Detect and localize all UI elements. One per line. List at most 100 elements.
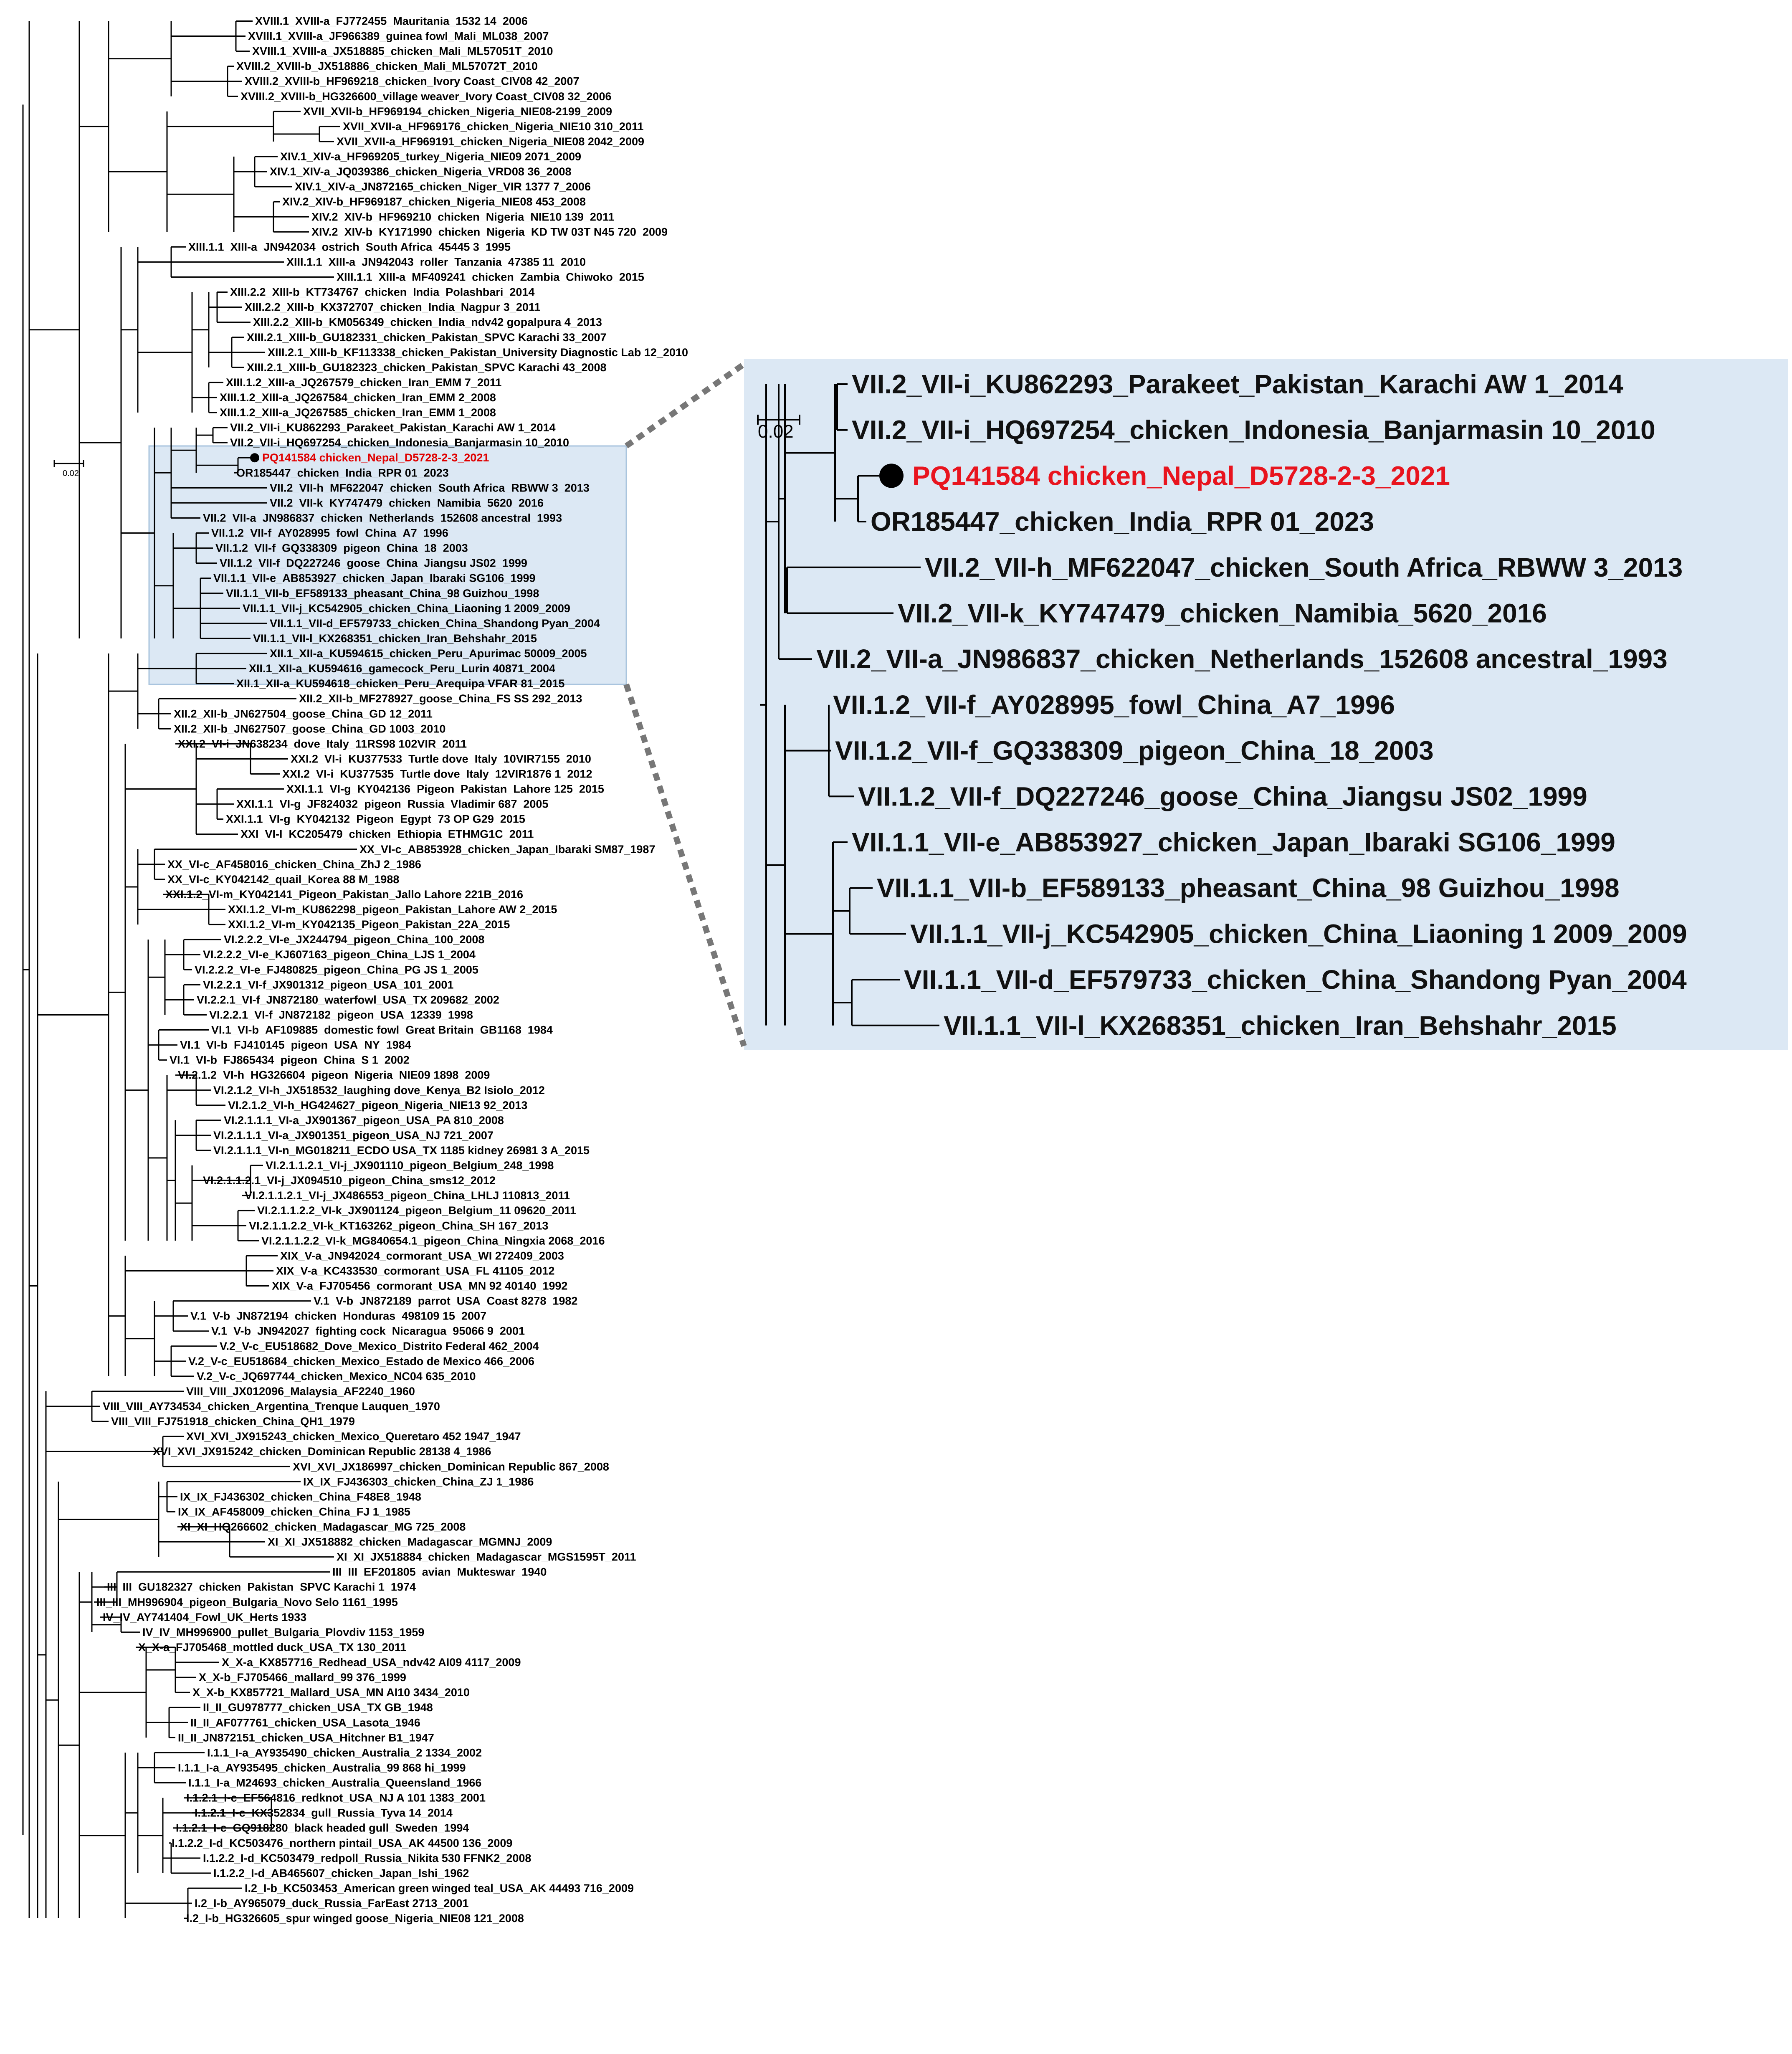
main-leaf-label-vii-2-vii-a-jn986837-chicken-netherlands: VII.2_VII-a_JN986837_chicken_Netherlands… [203,512,562,524]
main-leaf-label-vii-2-vii-h-mf622047-chicken-south-afric: VII.2_VII-h_MF622047_chicken_South Afric… [270,481,590,494]
zoom-leaf-label-or185447-chicken-india-rpr-01-2023: OR185447_chicken_India_RPR 01_2023 [871,507,1374,537]
main-leaf-label-xiv-1-xiv-a-hf969205-turkey-nigeria-nie0: XIV.1_XIV-a_HF969205_turkey_Nigeria_NIE0… [280,150,581,163]
main-leaf-label-xxi-1-1-vi-g-ky042132-pigeon-egypt-73-op: XXI.1.1_VI-g_KY042132_Pigeon_Egypt_73 OP… [226,813,525,826]
main-leaf-label-vii-2-vii-i-ku862293-parakeet-pakistan-k: VII.2_VII-i_KU862293_Parakeet_Pakistan_K… [230,421,556,434]
main-leaf-label-i-1-2-1-i-c-ef564816-redknot-usa-nj-a-10: I.1.2.1_I-c_EF564816_redknot_USA_NJ A 10… [186,1792,486,1804]
main-leaf-label-viii-viii-ay734534-chicken-argentina-tre: VIII_VIII_AY734534_chicken_Argentina_Tre… [103,1400,440,1413]
main-leaf-label-i-2-i-b-hg326605-spur-winged-goose-niger: I.2_I-b_HG326605_spur winged goose_Niger… [186,1912,524,1925]
main-leaf-label-xvii-xvii-a-hf969176-chicken-nigeria-nie: XVII_XVII-a_HF969176_chicken_Nigeria_NIE… [343,120,643,133]
main-leaf-label-or185447-chicken-india-rpr-01-2023: OR185447_chicken_India_RPR 01_2023 [236,466,449,479]
main-leaf-label-vi-2-1-2-vi-h-jx518532-laughing-dove-ken: VI.2.1.2_VI-h_JX518532_laughing dove_Ken… [213,1084,545,1097]
main-leaf-label-xxi-1-2-vi-m-ku862298-pigeon-pakistan-la: XXI.1.2_VI-m_KU862298_pigeon_Pakistan_La… [228,903,557,916]
main-leaf-label-i-1-2-1-i-c-kx352834-gull-russia-tyva-14: I.1.2.1_I-c_KX352834_gull_Russia_Tyva 14… [195,1807,453,1819]
main-leaf-label-vi-2-2-1-vi-f-jx901312-pigeon-usa-101-20: VI.2.2.1_VI-f_JX901312_pigeon_USA_101_20… [203,978,453,991]
main-leaf-label-vii-2-vii-i-hq697254-chicken-indonesia-b: VII.2_VII-i_HQ697254_chicken_Indonesia_B… [230,436,569,449]
main-leaf-label-xviii-1-xviii-a-jf966389-guinea-fowl-mal: XVIII.1_XVIII-a_JF966389_guinea fowl_Mal… [248,30,549,43]
main-scale-bar: 0.02 [53,460,84,478]
main-leaf-label-vii-1-1-vii-e-ab853927-chicken-japan-iba: VII.1.1_VII-e_AB853927_chicken_Japan_Iba… [213,572,536,585]
main-leaf-label-vi-2-1-2-vi-h-hg326604-pigeon-nigeria-ni: VI.2.1.2_VI-h_HG326604_pigeon_Nigeria_NI… [178,1069,490,1081]
zoom-leaf-label-vii-2-vii-i-hq697254-chicken-indonesia-b: VII.2_VII-i_HQ697254_chicken_Indonesia_B… [852,415,1655,445]
main-leaf-label-i-2-i-b-kc503453-american-green-winged-t: I.2_I-b_KC503453_American green winged t… [245,1882,634,1894]
main-leaf-label-xii-2-xii-b-jn627507-goose-china-gd-1003: XII.2_XII-b_JN627507_goose_China_GD 1003… [174,722,445,735]
main-leaf-label-ii-ii-jn872151-chicken-usa-hitchner-b1-1: II_II_JN872151_chicken_USA_Hitchner B1_1… [178,1731,434,1744]
main-leaf-label-xiii-1-2-xiii-a-jq267579-chicken-iran-em: XIII.1.2_XIII-a_JQ267579_chicken_Iran_EM… [226,376,501,389]
main-leaf-label-xiii-1-1-xiii-a-jn942043-roller-tanzania: XIII.1.1_XIII-a_JN942043_roller_Tanzania… [286,256,586,268]
main-leaf-label-xviii-2-xviii-b-hg326600-village-weaver-: XVIII.2_XVIII-b_HG326600_village weaver_… [240,90,612,103]
main-leaf-label-xvii-xvii-a-hf969191-chicken-nigeria-nie: XVII_XVII-a_HF969191_chicken_Nigeria_NIE… [337,135,644,148]
main-leaf-label-xiii-1-2-xiii-a-jq267585-chicken-iran-em: XIII.1.2_XIII-a_JQ267585_chicken_Iran_EM… [220,406,496,419]
main-leaf-label-xiii-2-1-xiii-b-gu182323-chicken-pakista: XIII.2.1_XIII-b_GU182323_chicken_Pakista… [247,361,607,374]
zoom-leaf-label-vii-1-1-vii-j-kc542905-chicken-china-lia: VII.1.1_VII-j_KC542905_chicken_China_Lia… [910,919,1687,949]
main-leaf-label-vii-1-1-vii-j-kc542905-chicken-china-lia: VII.1.1_VII-j_KC542905_chicken_China_Lia… [243,602,570,615]
main-leaf-label-vii-1-1-vii-d-ef579733-chicken-china-sha: VII.1.1_VII-d_EF579733_chicken_China_Sha… [270,617,600,630]
main-leaf-label-i-1-1-i-a-m24693-chicken-australia-queen: I.1.1_I-a_M24693_chicken_Australia_Queen… [188,1777,481,1789]
main-leaf-label-xviii-2-xviii-b-hf969218-chicken-ivory-c: XVIII.2_XVIII-b_HF969218_chicken_Ivory C… [245,75,579,88]
main-leaf-label-xi-xi-jx518884-chicken-madagascar-mgs159: XI_XI_JX518884_chicken_Madagascar_MGS159… [337,1551,636,1563]
zoom-connector-top [625,362,746,448]
main-leaf-label-xvi-xvi-jx186997-chicken-dominican-repub: XVI_XVI_JX186997_chicken_Dominican Repub… [293,1460,609,1473]
main-leaf-label-i-1-1-i-a-ay935495-chicken-australia-99-: I.1.1_I-a_AY935495_chicken_Australia_99 … [178,1761,466,1774]
main-leaf-label-xiv-1-xiv-a-jn872165-chicken-niger-vir-1: XIV.1_XIV-a_JN872165_chicken_Niger_VIR 1… [295,180,591,193]
zoom-leaf-label-vii-2-vii-h-mf622047-chicken-south-afric: VII.2_VII-h_MF622047_chicken_South Afric… [925,552,1683,583]
main-leaf-label-vi-1-vi-b-fj410145-pigeon-usa-ny-1984: VI.1_VI-b_FJ410145_pigeon_USA_NY_1984 [180,1039,411,1051]
main-leaf-label-i-1-2-2-i-d-kc503476-northern-pintail-us: I.1.2.2_I-d_KC503476_northern pintail_US… [172,1837,512,1849]
main-leaf-label-iii-iii-mh996904-pigeon-bulgaria-novo-se: III_III_MH996904_pigeon_Bulgaria_Novo Se… [96,1596,398,1608]
zoom-leaf-label-vii-1-1-vii-l-kx268351-chicken-iran-behs: VII.1.1_VII-l_KX268351_chicken_Iran_Behs… [944,1011,1617,1041]
main-leaf-label-v-1-v-b-jn942027-fighting-cock-nicaragua: V.1_V-b_JN942027_fighting cock_Nicaragua… [211,1325,525,1337]
zoom-leaf-label-vii-1-1-vii-d-ef579733-chicken-china-sha: VII.1.1_VII-d_EF579733_chicken_China_Sha… [904,965,1687,995]
main-leaf-label-vi-2-1-1-2-1-vi-j-jx094510-pigeon-china-: VI.2.1.1.2.1_VI-j_JX094510_pigeon_China_… [203,1174,496,1187]
main-leaf-label-vi-2-1-1-1-vi-a-jx901351-pigeon-usa-nj-7: VI.2.1.1.1_VI-a_JX901351_pigeon_USA_NJ 7… [213,1129,494,1142]
main-leaf-label-ii-ii-af077761-chicken-usa-lasota-1946: II_II_AF077761_chicken_USA_Lasota_1946 [190,1716,420,1729]
main-leaf-label-iv-iv-ay741404-fowl-uk-herts-1933: IV_IV_AY741404_Fowl_UK_Herts 1933 [103,1611,306,1623]
zoom-leaf-label-vii-1-1-vii-b-ef589133-pheasant-china-98: VII.1.1_VII-b_EF589133_pheasant_China_98… [877,873,1620,903]
main-leaf-label-xviii-1-xviii-a-fj772455-mauritania-1532: XVIII.1_XVIII-a_FJ772455_Mauritania_1532… [255,15,528,28]
main-leaf-label-iii-iii-ef201805-avian-mukteswar-1940: III_III_EF201805_avian_Mukteswar_1940 [332,1566,547,1578]
main-leaf-label-vi-2-2-1-vi-f-jn872182-pigeon-usa-12339-: VI.2.2.1_VI-f_JN872182_pigeon_USA_12339_… [209,1008,473,1021]
main-leaf-label-i-1-1-i-a-ay935490-chicken-australia-2-1: I.1.1_I-a_AY935490_chicken_Australia_2 1… [207,1746,482,1759]
main-leaf-label-xxi-1-2-vi-m-ky042135-pigeon-pakistan-22: XXI.1.2_VI-m_KY042135_Pigeon_Pakistan_22… [228,918,510,931]
main-leaf-label-xix-v-a-fj705456-cormorant-usa-mn-92-401: XIX_V-a_FJ705456_cormorant_USA_MN 92 401… [272,1280,567,1292]
main-leaf-label-xiii-2-2-xiii-b-km056349-chicken-india-n: XIII.2.2_XIII-b_KM056349_chicken_India_n… [253,316,602,329]
zoom-scale-label: 0.02 [758,421,794,442]
main-leaf-label-xiv-1-xiv-a-jq039386-chicken-nigeria-vrd: XIV.1_XIV-a_JQ039386_chicken_Nigeria_VRD… [270,165,572,178]
main-leaf-label-xx-vi-c-af458016-chicken-china-zhj-2-198: XX_VI-c_AF458016_chicken_China_ZhJ 2_198… [167,858,421,871]
main-leaf-label-vii-2-vii-k-ky747479-chicken-namibia-562: VII.2_VII-k_KY747479_chicken_Namibia_562… [270,496,544,509]
main-leaf-label-v-2-v-c-jq697744-chicken-mexico-nc04-635: V.2_V-c_JQ697744_chicken_Mexico_NC04 635… [197,1370,476,1383]
main-leaf-label-vi-2-1-2-vi-h-hg424627-pigeon-nigeria-ni: VI.2.1.2_VI-h_HG424627_pigeon_Nigeria_NI… [228,1099,527,1112]
main-leaf-label-xvii-xvii-b-hf969194-chicken-nigeria-nie: XVII_XVII-b_HF969194_chicken_Nigeria_NIE… [303,105,612,118]
main-leaf-label-vii-1-2-vii-f-dq227246-goose-china-jiang: VII.1.2_VII-f_DQ227246_goose_China_Jiang… [220,557,527,570]
zoom-panel [744,359,1788,1050]
main-leaf-label-xxi-1-2-vi-m-ky042141-pigeon-pakistan-ja: XXI.1.2_VI-m_KY042141_Pigeon_Pakistan_Ja… [165,888,523,901]
main-leaf-label-vi-2-1-1-2-1-vi-j-jx486553-pigeon-china-: VI.2.1.1.2.1_VI-j_JX486553_pigeon_China_… [245,1189,570,1202]
main-leaf-label-iv-iv-mh996900-pullet-bulgaria-plovdiv-1: IV_IV_MH996900_pullet_Bulgaria_Plovdiv 1… [142,1626,424,1639]
main-leaf-label-x-x-b-fj705466-mallard-99-376-1999: X_X-b_FJ705466_mallard_99 376_1999 [199,1671,406,1684]
main-leaf-label-v-2-v-c-eu518684-chicken-mexico-estado-d: V.2_V-c_EU518684_chicken_Mexico_Estado d… [188,1355,534,1368]
genotype-vii-highlight-box [148,445,627,685]
main-leaf-label-vi-2-1-1-2-2-vi-k-jx901124-pigeon-belgiu: VI.2.1.1.2.2_VI-k_JX901124_pigeon_Belgiu… [257,1204,576,1217]
main-leaf-label-pq141584-chicken-nepal-d5728-2-3-2021: PQ141584 chicken_Nepal_D5728-2-3_2021 [262,451,489,464]
main-leaf-label-xiii-2-2-xiii-b-kx372707-chicken-india-n: XIII.2.2_XIII-b_KX372707_chicken_India_N… [245,301,540,314]
main-leaf-label-i-1-2-2-i-d-kc503479-redpoll-russia-niki: I.1.2.2_I-d_KC503479_redpoll_Russia_Niki… [203,1852,531,1864]
main-scale-label: 0.02 [63,469,79,478]
main-leaf-label-xii-2-xii-b-jn627504-goose-china-gd-12-2: XII.2_XII-b_JN627504_goose_China_GD 12_2… [174,707,433,720]
main-leaf-label-viii-viii-fj751918-chicken-china-qh1-197: VIII_VIII_FJ751918_chicken_China_QH1_197… [111,1415,355,1428]
main-leaf-label-viii-viii-jx012096-malaysia-af2240-1960: VIII_VIII_JX012096_Malaysia_AF2240_1960 [186,1385,415,1398]
zoom-leaf-label-vii-2-vii-i-ku862293-parakeet-pakistan-k: VII.2_VII-i_KU862293_Parakeet_Pakistan_K… [852,369,1623,399]
main-leaf-label-ix-ix-fj436302-chicken-china-f48e8-1948: IX_IX_FJ436302_chicken_China_F48E8_1948 [180,1490,421,1503]
zoom-leaf-label-vii-2-vii-a-jn986837-chicken-netherlands: VII.2_VII-a_JN986837_chicken_Netherlands… [816,644,1668,674]
main-leaf-label-vii-1-2-vii-f-ay028995-fowl-china-a7-199: VII.1.2_VII-f_AY028995_fowl_China_A7_199… [211,527,448,539]
main-leaf-label-xiii-1-1-xiii-a-mf409241-chicken-zambia-: XIII.1.1_XIII-a_MF409241_chicken_Zambia_… [337,271,644,284]
zoom-leaf-label-pq141584-chicken-nepal-d5728-2-3-2021: PQ141584 chicken_Nepal_D5728-2-3_2021 [912,461,1450,491]
main-leaf-label-vi-2-1-1-2-1-vi-j-jx901110-pigeon-belgiu: VI.2.1.1.2.1_VI-j_JX901110_pigeon_Belgiu… [266,1159,554,1172]
main-leaf-label-i-1-2-1-i-c-gq918280-black-headed-gull-s: I.1.2.1_I-c_GQ918280_black headed gull_S… [176,1822,469,1834]
main-leaf-label-v-1-v-b-jn872189-parrot-usa-coast-8278-1: V.1_V-b_JN872189_parrot_USA_Coast 8278_1… [314,1295,577,1307]
main-leaf-label-x-x-a-fj705468-mottled-duck-usa-tx-130-2: X_X-a_FJ705468_mottled duck_USA_TX 130_2… [138,1641,406,1654]
main-leaf-label-vi-2-1-1-1-vi-a-jx901367-pigeon-usa-pa-8: VI.2.1.1.1_VI-a_JX901367_pigeon_USA_PA 8… [224,1114,504,1127]
main-leaf-label-xii-1-xii-a-ku594618-chicken-peru-arequi: XII.1_XII-a_KU594618_chicken_Peru_Arequi… [236,677,564,690]
main-leaf-label-v-2-v-c-eu518682-dove-mexico-distrito-fe: V.2_V-c_EU518682_Dove_Mexico_Distrito Fe… [220,1340,539,1352]
main-leaf-label-xix-v-a-kc433530-cormorant-usa-fl-41105-: XIX_V-a_KC433530_cormorant_USA_FL 41105_… [276,1264,554,1277]
main-leaf-label-vi-2-2-1-vi-f-jn872180-waterfowl-usa-tx-: VI.2.2.1_VI-f_JN872180_waterfowl_USA_TX … [197,993,499,1006]
main-leaf-label-xvi-xvi-jx915242-chicken-dominican-repub: XVI_XVI_JX915242_chicken_Dominican Repub… [153,1445,491,1458]
zoom-tree-branches [760,383,939,1026]
main-leaf-label-xxi-2-vi-i-ku377535-turtle-dove-italy-12: XXI.2_VI-i_KU377535_Turtle dove_Italy_12… [282,768,592,780]
